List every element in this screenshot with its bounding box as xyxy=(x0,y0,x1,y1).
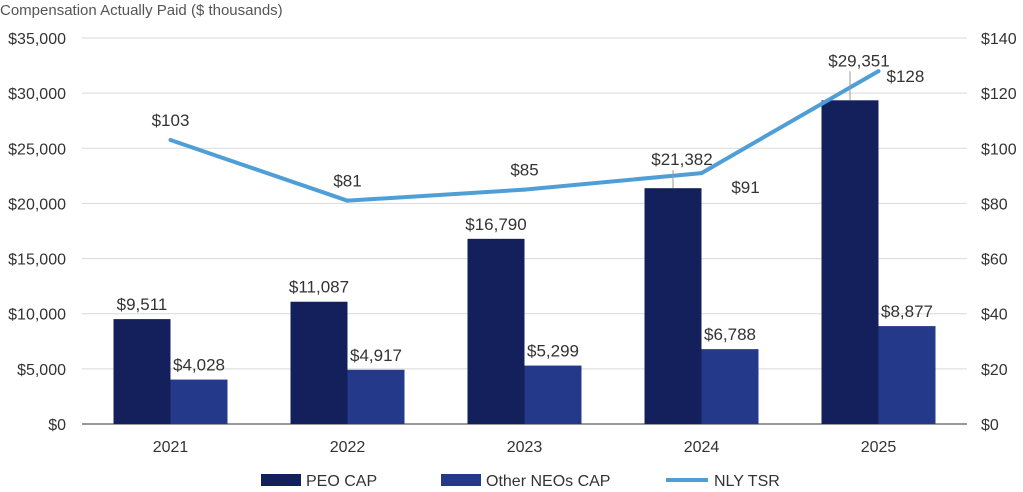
nly-tsr-point xyxy=(876,69,881,74)
x-tick-label: 2021 xyxy=(153,439,189,456)
legend-swatch xyxy=(441,474,481,486)
x-axis-ticks: 2021 2022 2023 2024 2025 xyxy=(153,439,897,456)
x-tick-label: 2024 xyxy=(684,439,720,456)
peo-cap-bar xyxy=(290,301,348,424)
nly-tsr-point xyxy=(345,198,350,203)
other-neos-cap-bar xyxy=(170,379,228,424)
right-tick-label: $20 xyxy=(981,362,1008,379)
x-tick-label: 2023 xyxy=(507,439,543,456)
tsr-line xyxy=(168,69,881,203)
right-axis-ticks: $0 $20 $40 $60 $80 $100 $120 $140 xyxy=(981,31,1017,434)
nly-tsr-point xyxy=(522,187,527,192)
left-tick-label: $20,000 xyxy=(8,196,66,213)
peo-cap-bar xyxy=(644,188,702,424)
other-neos-cap-value-label: $4,917 xyxy=(350,346,402,365)
nly-tsr-value-label: $91 xyxy=(731,178,759,197)
nly-tsr-value-label: $103 xyxy=(152,111,190,130)
peo-cap-value-label: $11,087 xyxy=(289,278,349,297)
peo-cap-bar xyxy=(467,238,525,424)
nly-tsr-value-label: $81 xyxy=(333,172,361,191)
nly-tsr-value-label: $128 xyxy=(887,67,925,86)
chart-title: Compensation Actually Paid ($ thousands) xyxy=(0,2,283,19)
other-neos-cap-value-label: $6,788 xyxy=(704,325,756,344)
other-neos-cap-bar xyxy=(878,326,936,424)
bars xyxy=(113,100,936,424)
other-neos-cap-bar xyxy=(701,349,759,424)
legend-item-label: Other NEOs CAP xyxy=(486,473,610,490)
legend-item-label: NLY TSR xyxy=(714,473,780,490)
right-tick-label: $60 xyxy=(981,252,1008,269)
right-tick-label: $100 xyxy=(981,141,1017,158)
peo-cap-value-label: $21,382 xyxy=(651,150,712,169)
right-tick-label: $40 xyxy=(981,307,1008,324)
nly-tsr-point xyxy=(168,138,173,143)
other-neos-cap-bar xyxy=(524,365,582,424)
left-tick-label: $0 xyxy=(48,417,66,434)
left-tick-label: $35,000 xyxy=(8,31,66,48)
data-labels: $9,511 $11,087 $16,790 $21,382 $29,351 $4,028… xyxy=(117,51,933,374)
left-tick-label: $10,000 xyxy=(8,307,66,324)
peo-cap-value-label: $16,790 xyxy=(465,215,526,234)
left-tick-label: $15,000 xyxy=(8,252,66,269)
legend: PEO CAP Other NEOs CAP NLY TSR xyxy=(261,473,780,490)
left-tick-label: $30,000 xyxy=(8,86,66,103)
nly-tsr-line xyxy=(169,69,880,203)
right-tick-label: $80 xyxy=(981,196,1008,213)
left-tick-label: $5,000 xyxy=(17,362,66,379)
peo-cap-value-label: $9,511 xyxy=(117,295,168,314)
left-tick-label: $25,000 xyxy=(8,141,66,158)
peo-cap-value-label: $29,351 xyxy=(828,51,889,70)
legend-swatch xyxy=(261,474,301,486)
legend-item-label: PEO CAP xyxy=(306,473,377,490)
right-tick-label: $140 xyxy=(981,31,1017,48)
peo-cap-bar xyxy=(821,100,879,424)
x-tick-label: 2025 xyxy=(861,439,897,456)
nly-tsr-point xyxy=(699,171,704,176)
peo-cap-bar xyxy=(113,319,171,424)
other-neos-cap-value-label: $8,877 xyxy=(881,302,933,321)
x-tick-label: 2022 xyxy=(330,439,366,456)
other-neos-cap-bar xyxy=(347,369,405,424)
other-neos-cap-value-label: $4,028 xyxy=(173,356,225,375)
right-tick-label: $120 xyxy=(981,86,1017,103)
left-axis-ticks: $0 $5,000 $10,000 $15,000 $20,000 $25,000 $30,… xyxy=(8,31,66,434)
other-neos-cap-value-label: $5,299 xyxy=(527,342,579,361)
nly-tsr-value-label: $85 xyxy=(510,161,538,180)
right-tick-label: $0 xyxy=(981,417,999,434)
